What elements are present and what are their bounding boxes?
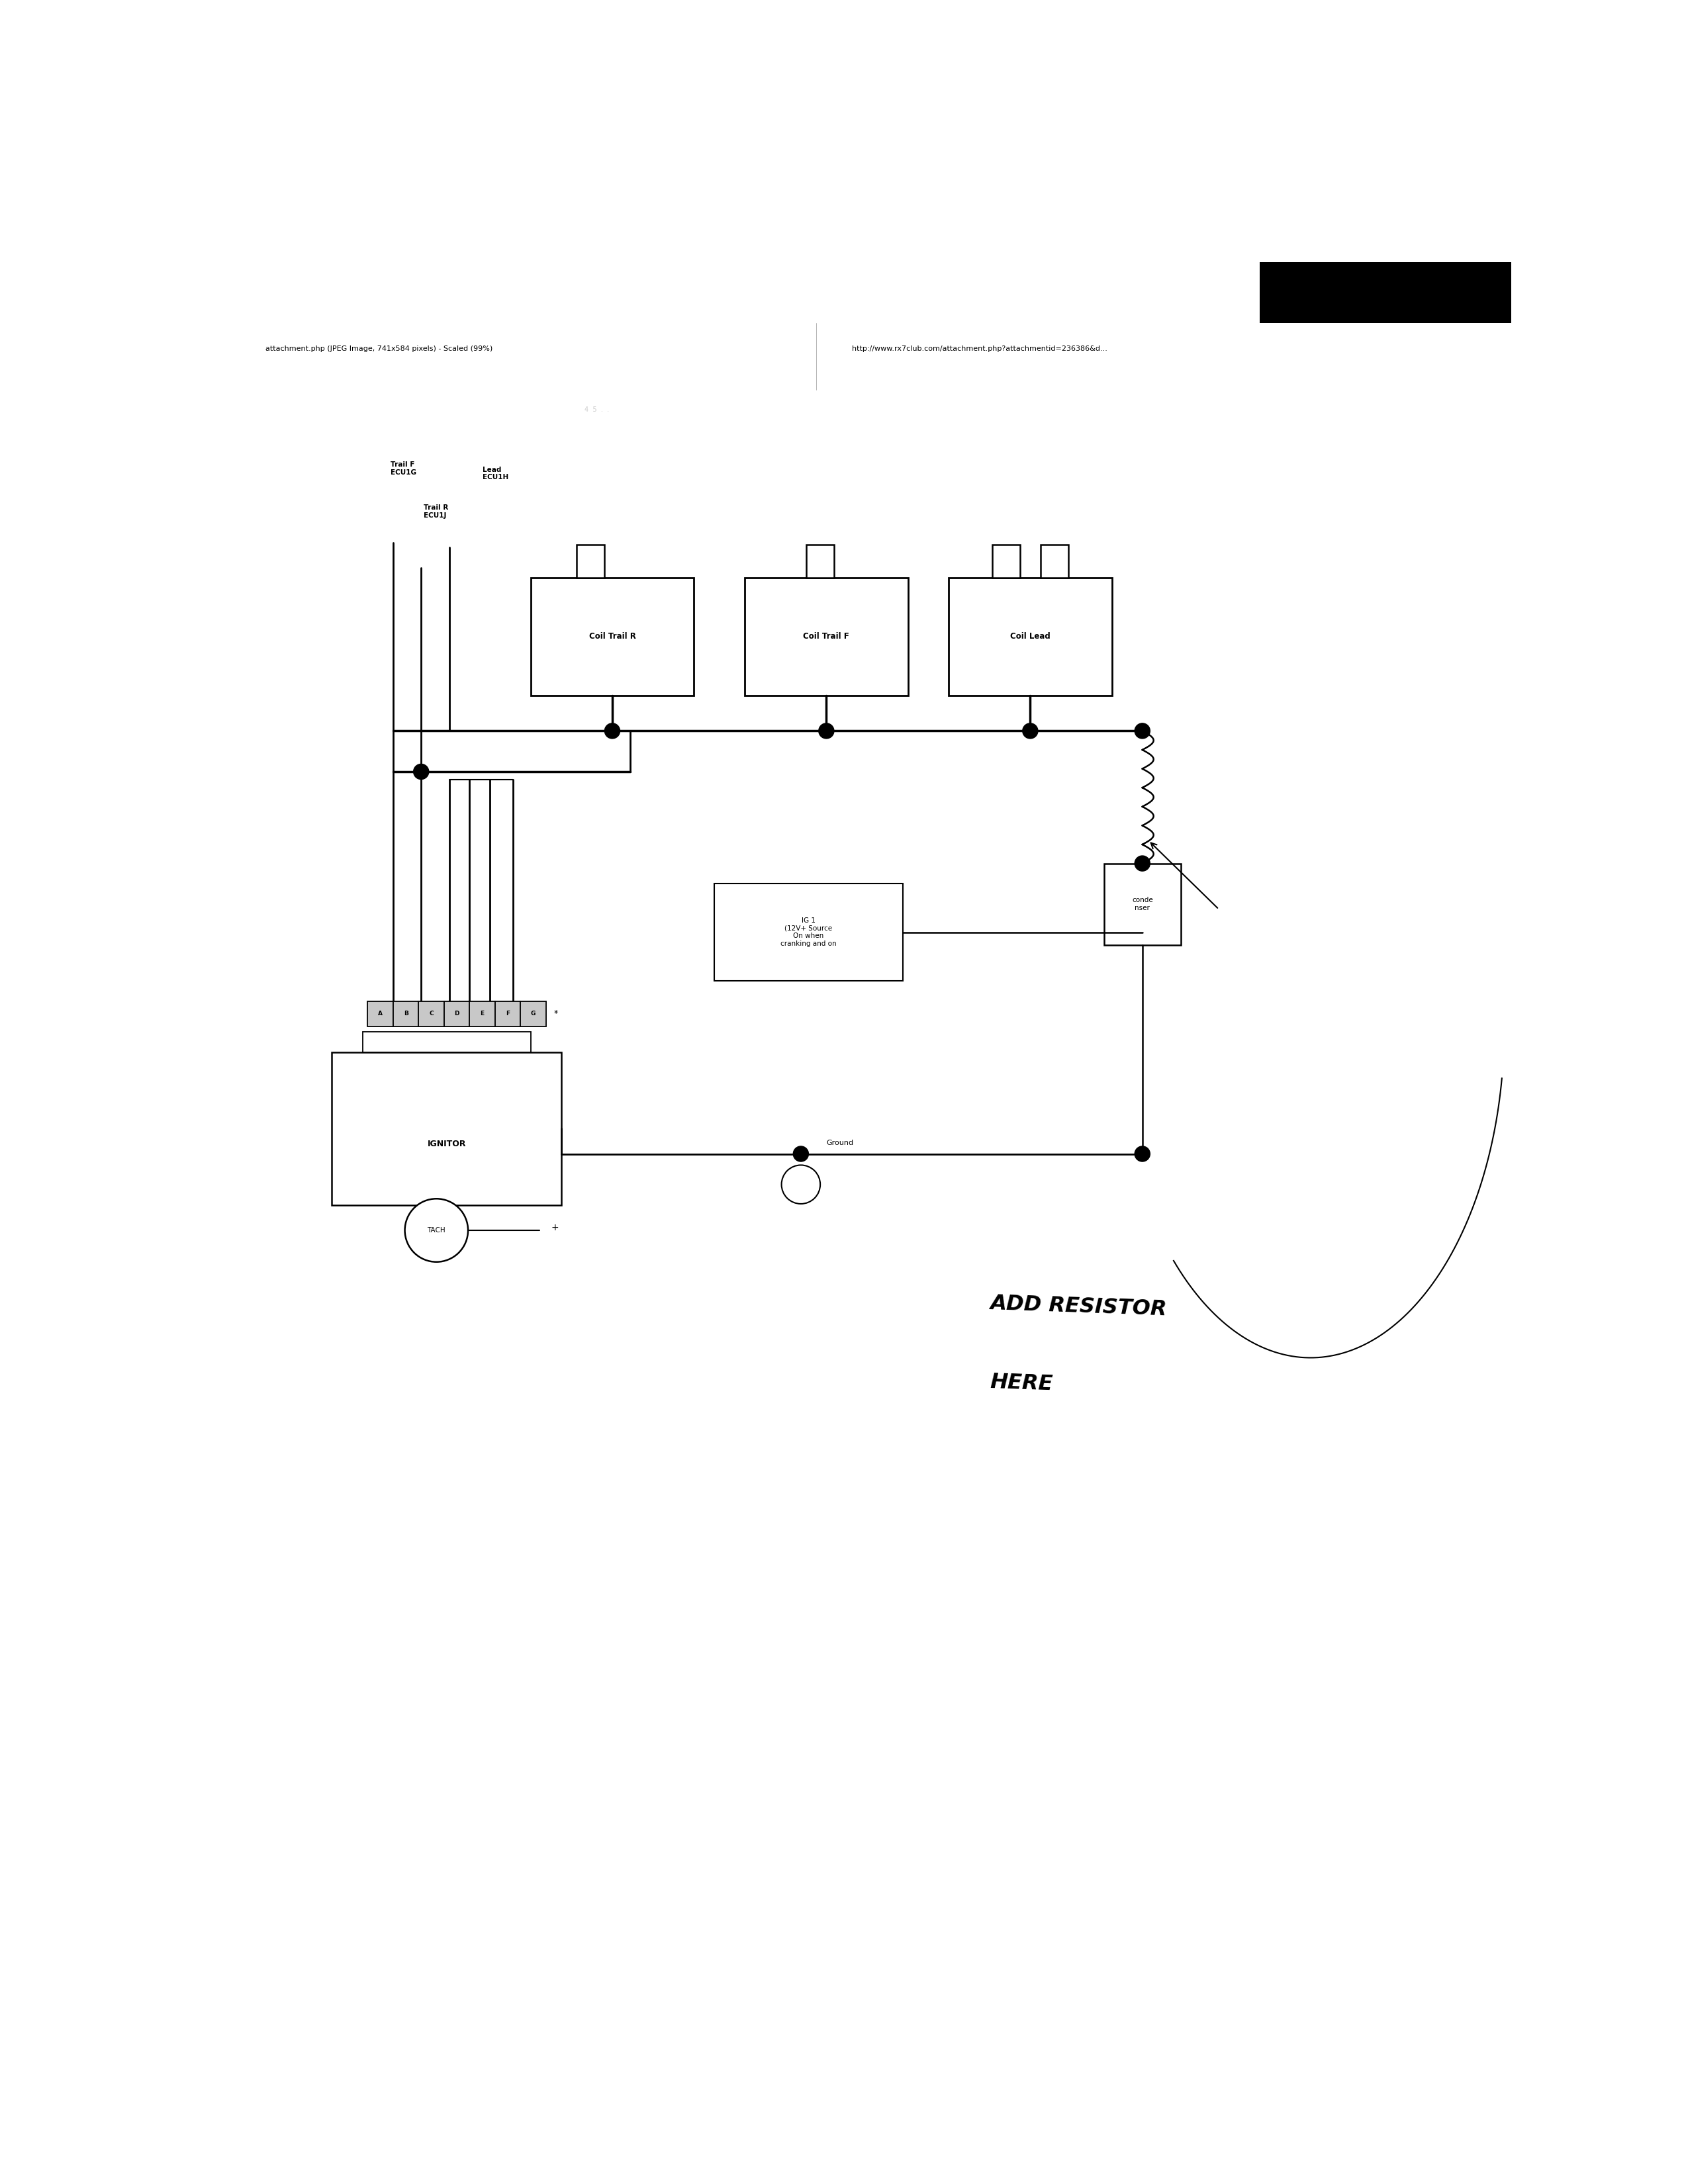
- FancyBboxPatch shape: [1041, 544, 1068, 579]
- FancyBboxPatch shape: [576, 544, 605, 579]
- FancyBboxPatch shape: [332, 1053, 561, 1206]
- Circle shape: [1022, 723, 1037, 738]
- FancyBboxPatch shape: [1260, 262, 1512, 323]
- Text: D: D: [455, 1011, 460, 1018]
- FancyBboxPatch shape: [495, 1000, 520, 1026]
- Text: *: *: [554, 1009, 559, 1018]
- FancyBboxPatch shape: [992, 544, 1021, 579]
- Text: 4  5  .  .: 4 5 . .: [584, 406, 610, 413]
- Text: conde
nser: conde nser: [1132, 898, 1154, 911]
- FancyBboxPatch shape: [530, 579, 694, 695]
- Text: Trail R
ECU1J: Trail R ECU1J: [424, 505, 448, 520]
- Text: B: B: [404, 1011, 408, 1018]
- Circle shape: [793, 1147, 808, 1162]
- Text: F: F: [505, 1011, 510, 1018]
- Text: +: +: [551, 1223, 559, 1232]
- Circle shape: [605, 723, 620, 738]
- Text: A: A: [377, 1011, 382, 1018]
- Circle shape: [781, 1164, 820, 1203]
- Text: TACH: TACH: [428, 1227, 446, 1234]
- Circle shape: [818, 723, 834, 738]
- Text: Coil Trail R: Coil Trail R: [589, 633, 637, 640]
- Text: G: G: [530, 1011, 536, 1018]
- Text: attachment.php (JPEG Image, 741x584 pixels) - Scaled (99%): attachment.php (JPEG Image, 741x584 pixe…: [266, 345, 493, 352]
- Text: Ground: Ground: [827, 1140, 854, 1147]
- Text: HERE: HERE: [990, 1372, 1052, 1396]
- FancyBboxPatch shape: [714, 885, 903, 981]
- FancyBboxPatch shape: [948, 579, 1111, 695]
- FancyBboxPatch shape: [470, 1000, 495, 1026]
- FancyBboxPatch shape: [367, 1000, 392, 1026]
- Text: Trail F
ECU1G: Trail F ECU1G: [391, 461, 416, 476]
- FancyBboxPatch shape: [392, 1000, 419, 1026]
- Text: IGNITOR: IGNITOR: [428, 1140, 466, 1149]
- Text: Coil Lead: Coil Lead: [1010, 633, 1051, 640]
- FancyBboxPatch shape: [807, 544, 834, 579]
- Text: Lead
ECU1H: Lead ECU1H: [482, 467, 509, 480]
- Circle shape: [414, 764, 429, 780]
- Text: IG 1
(12V+ Source
On when
cranking and on: IG 1 (12V+ Source On when cranking and o…: [780, 917, 837, 948]
- Circle shape: [1135, 856, 1150, 871]
- FancyBboxPatch shape: [520, 1000, 546, 1026]
- Text: http://www.rx7club.com/attachment.php?attachmentid=236386&d...: http://www.rx7club.com/attachment.php?at…: [852, 345, 1108, 352]
- Text: ADD RESISTOR: ADD RESISTOR: [990, 1293, 1167, 1319]
- FancyBboxPatch shape: [744, 579, 908, 695]
- Circle shape: [1135, 723, 1150, 738]
- Text: E: E: [480, 1011, 485, 1018]
- Circle shape: [404, 1199, 468, 1262]
- Text: C: C: [429, 1011, 433, 1018]
- Circle shape: [1135, 1147, 1150, 1162]
- FancyBboxPatch shape: [419, 1000, 445, 1026]
- FancyBboxPatch shape: [445, 1000, 470, 1026]
- FancyBboxPatch shape: [362, 1031, 530, 1053]
- FancyBboxPatch shape: [1105, 863, 1180, 946]
- Text: Coil Trail F: Coil Trail F: [803, 633, 849, 640]
